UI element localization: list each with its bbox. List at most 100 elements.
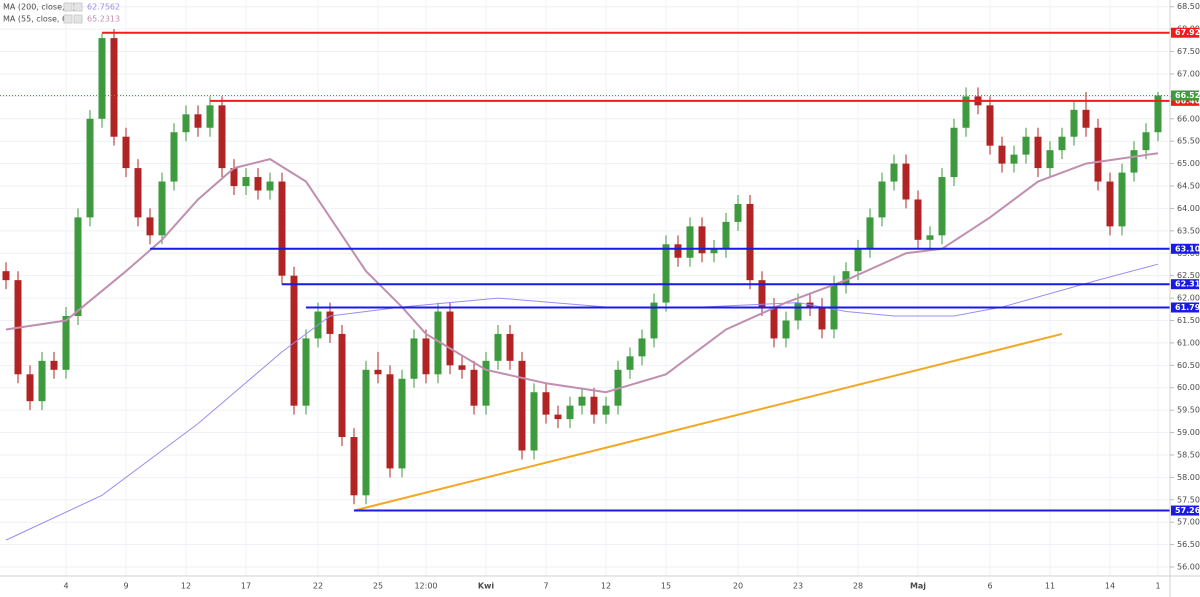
- axes: 56.00 56.50 57.00 57.50 58.00 58.50 59.00 59.50…: [63, 2, 1200, 590]
- candle-body: [854, 248, 862, 272]
- y-tick-label: 64.50: [1177, 182, 1200, 191]
- candle-body: [1034, 136, 1042, 169]
- candle-body: [950, 127, 958, 178]
- candle-body: [542, 392, 550, 415]
- y-tick-label: 67.00: [1177, 69, 1200, 78]
- candle-body: [926, 235, 934, 240]
- x-tick-label: 28: [853, 582, 863, 591]
- candle-body: [782, 320, 790, 339]
- x-tick-label: 17: [241, 582, 251, 591]
- candle-body: [1082, 109, 1090, 128]
- y-tick-label: 62.50: [1177, 271, 1200, 280]
- candle-body: [686, 226, 694, 258]
- level-label: 67.92: [1175, 28, 1200, 37]
- candle-body: [410, 338, 418, 379]
- last-price-tag: [1171, 90, 1199, 101]
- candle-body: [26, 374, 34, 402]
- legend-icon: [73, 14, 83, 24]
- candle-body: [842, 271, 850, 285]
- candle-body: [794, 302, 802, 321]
- candle-body: [482, 360, 490, 406]
- grid: [0, 0, 1170, 576]
- candle-body: [554, 414, 562, 420]
- level-tag: [1171, 505, 1199, 516]
- candle-body: [710, 248, 718, 254]
- candle-body: [302, 338, 310, 406]
- candle-body: [206, 105, 214, 128]
- candle-body: [818, 307, 826, 330]
- level-label: 66.40: [1175, 96, 1200, 105]
- candle-body: [518, 360, 526, 451]
- y-tick-label: 63.50: [1177, 226, 1200, 235]
- candle-body: [674, 244, 682, 258]
- candle-body: [458, 365, 466, 370]
- candle-body: [1118, 172, 1126, 227]
- candle-body: [386, 374, 394, 469]
- candle-body: [890, 163, 898, 182]
- y-tick-label: 58.00: [1177, 473, 1200, 482]
- level-tag: [1171, 27, 1199, 38]
- x-tick-label: 4: [63, 582, 68, 591]
- y-tick-label: 62.00: [1177, 294, 1200, 303]
- level-tag: [1171, 95, 1199, 106]
- candle-body: [1022, 136, 1030, 155]
- candle-body: [98, 38, 106, 119]
- x-tick-label: 1: [1155, 582, 1160, 591]
- candle-body: [590, 396, 598, 415]
- y-tick-label: 56.50: [1177, 540, 1200, 549]
- candle-body: [494, 333, 502, 361]
- candle-body: [134, 168, 142, 218]
- candle-body: [290, 275, 298, 406]
- candle-body: [374, 369, 382, 375]
- candle-body: [350, 437, 358, 496]
- candle-body: [722, 221, 730, 249]
- candle-body: [746, 203, 754, 281]
- candle-body: [698, 226, 706, 254]
- candle-body: [74, 217, 82, 317]
- candle-body: [602, 405, 610, 415]
- candle-body: [110, 38, 118, 137]
- x-tick-label: 15: [661, 582, 671, 591]
- candle-body: [986, 105, 994, 146]
- candle-body: [962, 96, 970, 128]
- y-tick-label: 59.00: [1177, 428, 1200, 437]
- y-tick-label: 57.00: [1177, 518, 1200, 527]
- y-tick-label: 65.00: [1177, 159, 1200, 168]
- y-tick-label: 57.50: [1177, 495, 1200, 504]
- x-tick-label: 12: [601, 582, 611, 591]
- x-tick-label: 11: [1045, 582, 1055, 591]
- y-tick-label: 58.50: [1177, 450, 1200, 459]
- x-tick-label: 12:00: [414, 582, 437, 591]
- y-tick-label: 68.50: [1177, 2, 1200, 11]
- y-tick-label: 61.00: [1177, 338, 1200, 347]
- candle-body: [1094, 127, 1102, 182]
- candle-body: [2, 271, 10, 281]
- candle-body: [434, 311, 442, 375]
- candle-body: [470, 369, 478, 406]
- y-tick-label: 61.50: [1177, 316, 1200, 325]
- candle-body: [326, 311, 334, 334]
- candle-body: [146, 217, 154, 236]
- legend-value: 65.2313: [87, 15, 120, 24]
- candle-body: [1046, 150, 1054, 169]
- candle-body: [194, 114, 202, 128]
- candle-body: [938, 177, 946, 236]
- level-label: 61.79: [1175, 303, 1200, 312]
- y-tick-label: 66.00: [1177, 114, 1200, 123]
- level-label: 57.26: [1175, 506, 1200, 515]
- legend-icon: [63, 2, 73, 12]
- x-tick-label: 12: [181, 582, 191, 591]
- level-tag: [1171, 243, 1199, 254]
- x-tick-label: Kwi: [478, 582, 495, 591]
- candle-body: [446, 311, 454, 366]
- x-tick-label: 22: [313, 582, 323, 591]
- candle-body: [398, 378, 406, 469]
- legend-icon: [63, 14, 73, 24]
- legend-label: MA (200, close, 0): [3, 3, 75, 12]
- candle-body: [182, 114, 190, 133]
- level-label: 63.10: [1175, 244, 1200, 253]
- candle-body: [998, 145, 1006, 164]
- candle-body: [1142, 132, 1150, 151]
- x-tick-label: 7: [543, 582, 548, 591]
